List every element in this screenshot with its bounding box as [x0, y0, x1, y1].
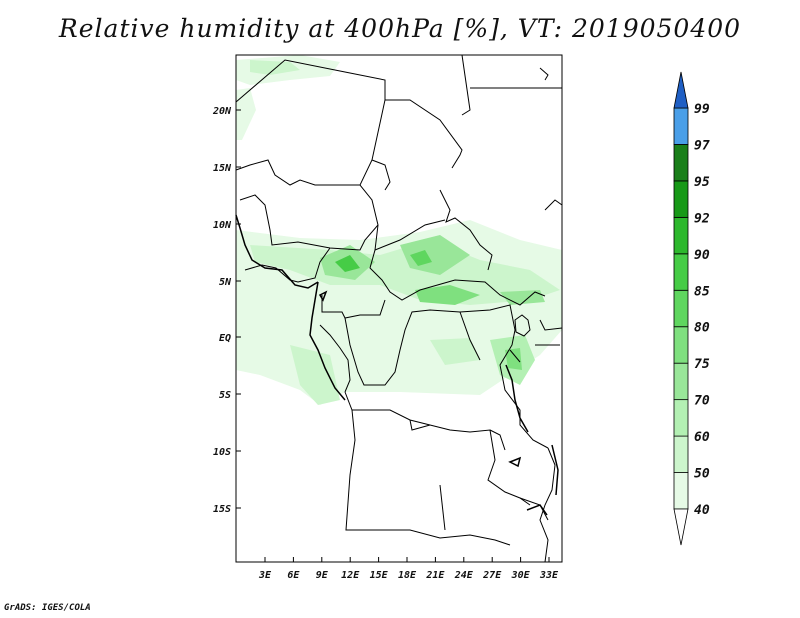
colorbar-label: 60 — [694, 430, 710, 445]
colorbar-label: 85 — [694, 284, 710, 299]
lon-tick-label: 30E — [511, 570, 531, 581]
longitude-axis: 3E 6E 9E 12E 15E 18E 21E 24E 27E 30E 33E — [258, 557, 559, 581]
lat-tick-label: 5N — [219, 277, 232, 288]
colorbar-segment — [673, 107, 689, 145]
colorbar-label: 92 — [694, 211, 710, 226]
lon-tick-label: 33E — [539, 570, 559, 581]
colorbar-segment — [673, 472, 689, 510]
plot-frame — [235, 54, 563, 563]
lat-tick-label: 15N — [213, 163, 232, 174]
lon-tick-label: 15E — [370, 570, 389, 581]
colorbar-segment — [673, 435, 689, 473]
colorbar-label: 99 — [694, 102, 710, 117]
lon-tick-label: 3E — [258, 570, 272, 581]
humidity-shading — [236, 55, 562, 405]
colorbar-label: 40 — [694, 503, 710, 518]
colorbar-segment — [673, 253, 689, 291]
colorbar-segment — [673, 144, 689, 182]
lat-tick-label: 20N — [212, 106, 232, 117]
lon-tick-label: 6E — [287, 570, 300, 581]
lat-tick-label: 10S — [213, 447, 231, 458]
country-borders — [235, 54, 563, 563]
colorbar-segment — [673, 216, 689, 255]
colorbar-segment — [673, 326, 689, 364]
map-title: Relative humidity at 400hPa [%], VT: 201… — [58, 14, 742, 43]
colorbar: 40 50 60 70 75 80 85 90 92 95 97 99 — [673, 71, 710, 546]
lat-tick-label: 5S — [219, 390, 231, 401]
map-plot: 20N 15N 10N 5N EQ 5S 10S 15S 3E 6E 9E 12E 15E 18E 21E… — [212, 54, 563, 581]
colorbar-label: 90 — [694, 248, 710, 263]
lat-tick-label: 15S — [213, 504, 231, 515]
colorbar-segment — [673, 180, 689, 218]
lon-tick-label: 12E — [341, 570, 360, 581]
colorbar-label: 95 — [694, 175, 710, 190]
grads-credit: GrADS: IGES/COLA — [4, 603, 91, 613]
lon-tick-label: 27E — [482, 570, 502, 581]
colorbar-label: 80 — [694, 321, 710, 336]
colorbar-segment — [673, 399, 689, 437]
colorbar-label: 97 — [694, 138, 710, 153]
lat-tick-label: EQ — [219, 333, 231, 344]
colorbar-label: 75 — [694, 357, 710, 372]
lat-tick-label: 10N — [213, 220, 232, 231]
coastlines — [235, 214, 559, 516]
colorbar-label: 50 — [694, 467, 710, 482]
colorbar-lower-arrow — [673, 508, 689, 546]
lon-tick-label: 21E — [425, 570, 445, 581]
colorbar-segment — [673, 289, 689, 328]
lon-tick-label: 9E — [316, 570, 329, 581]
colorbar-segment — [673, 362, 689, 401]
lon-tick-label: 18E — [398, 570, 417, 581]
colorbar-upper-arrow — [673, 71, 689, 109]
colorbar-label: 70 — [694, 394, 710, 409]
lon-tick-label: 24E — [454, 570, 474, 581]
latitude-axis: 20N 15N 10N 5N EQ 5S 10S 15S — [212, 106, 241, 515]
